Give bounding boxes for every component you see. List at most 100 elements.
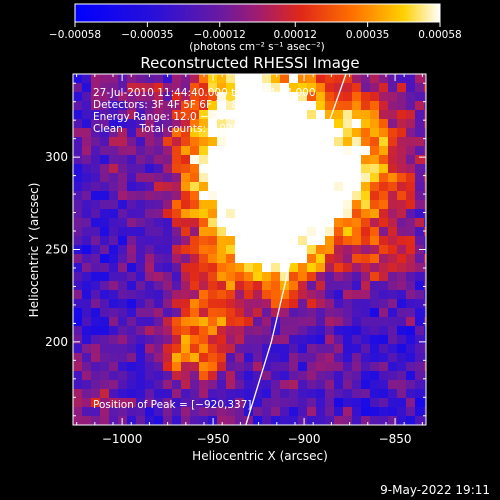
heatmap-cell: [334, 83, 343, 92]
heatmap-cell: [190, 209, 199, 218]
heatmap-cell: [118, 263, 127, 272]
heatmap-cell: [217, 74, 226, 83]
heatmap-cell: [370, 335, 379, 344]
heatmap-cell: [73, 254, 82, 263]
heatmap-cell: [91, 137, 100, 146]
heatmap-cell: [235, 155, 244, 164]
heatmap-cell: [325, 371, 334, 380]
heatmap-cell: [145, 317, 154, 326]
heatmap-cell: [235, 83, 244, 92]
heatmap-cell: [406, 227, 415, 236]
heatmap-cell: [190, 407, 199, 416]
heatmap-cell: [370, 164, 379, 173]
heatmap-cell: [334, 299, 343, 308]
heatmap-cell: [388, 173, 397, 182]
heatmap-cell: [316, 191, 325, 200]
heatmap-cell: [424, 308, 426, 317]
heatmap-cell: [199, 380, 208, 389]
heatmap-cell: [271, 101, 280, 110]
heatmap-cell: [352, 128, 361, 137]
heatmap-cell: [334, 272, 343, 281]
heatmap-cell: [226, 137, 235, 146]
heatmap-cell: [199, 137, 208, 146]
heatmap-cell: [181, 344, 190, 353]
heatmap-cell: [100, 137, 109, 146]
heatmap-cell: [361, 398, 370, 407]
heatmap-cell: [289, 380, 298, 389]
heatmap-cell: [388, 209, 397, 218]
heatmap-cell: [253, 344, 262, 353]
solar-limb-curve: [245, 74, 347, 425]
heatmap-cell: [370, 137, 379, 146]
heatmap-cell: [109, 173, 118, 182]
heatmap-cell: [100, 119, 109, 128]
heatmap-cell: [163, 317, 172, 326]
heatmap-cell: [91, 209, 100, 218]
heatmap-cell: [199, 416, 208, 425]
heatmap-cell: [244, 299, 253, 308]
heatmap-cell: [406, 182, 415, 191]
heatmap-cell: [343, 371, 352, 380]
heatmap-cell: [424, 398, 426, 407]
heatmap-cell: [118, 326, 127, 335]
heatmap-cell: [163, 227, 172, 236]
heatmap-cell: [217, 380, 226, 389]
heatmap-cell: [136, 317, 145, 326]
heatmap-cell: [118, 182, 127, 191]
heatmap-cell: [235, 164, 244, 173]
heatmap-cell: [235, 137, 244, 146]
heatmap-cell: [262, 380, 271, 389]
heatmap-cell: [118, 380, 127, 389]
heatmap-cell: [181, 173, 190, 182]
heatmap-cell: [136, 227, 145, 236]
heatmap-cell: [388, 191, 397, 200]
heatmap-cell: [388, 299, 397, 308]
heatmap-cell: [388, 200, 397, 209]
heatmap-cell: [316, 110, 325, 119]
heatmap-cell: [100, 416, 109, 425]
heatmap-cell: [172, 191, 181, 200]
heatmap-cell: [424, 299, 426, 308]
heatmap-cell: [388, 74, 397, 83]
heatmap-cell: [334, 182, 343, 191]
heatmap-cell: [82, 326, 91, 335]
heatmap-cell: [361, 245, 370, 254]
heatmap-cell: [397, 110, 406, 119]
heatmap-cell: [424, 74, 426, 83]
heatmap-cell: [154, 164, 163, 173]
heatmap-cell: [370, 173, 379, 182]
heatmap-cell: [172, 380, 181, 389]
heatmap-cell: [253, 128, 262, 137]
heatmap-cell: [109, 236, 118, 245]
heatmap-cell: [181, 209, 190, 218]
heatmap-cell: [262, 362, 271, 371]
heatmap-cell: [118, 101, 127, 110]
heatmap-cell: [379, 173, 388, 182]
heatmap-cell: [136, 236, 145, 245]
heatmap-cell: [172, 362, 181, 371]
heatmap-cell: [334, 227, 343, 236]
heatmap-cell: [226, 92, 235, 101]
heatmap-cell: [199, 326, 208, 335]
heatmap-cell: [298, 83, 307, 92]
heatmap-cell: [100, 83, 109, 92]
heatmap-cell: [298, 110, 307, 119]
heatmap-cell: [397, 83, 406, 92]
heatmap-cell: [145, 362, 154, 371]
heatmap-cell: [91, 101, 100, 110]
heatmap-cell: [307, 101, 316, 110]
heatmap-cell: [253, 245, 262, 254]
heatmap-cell: [190, 326, 199, 335]
heatmap-cell: [316, 308, 325, 317]
heatmap-cell: [271, 407, 280, 416]
heatmap-cell: [208, 299, 217, 308]
heatmap-cell: [271, 182, 280, 191]
heatmap-cell: [307, 146, 316, 155]
colorbar-tick-label: −0.00012: [194, 29, 246, 41]
heatmap-cell: [307, 128, 316, 137]
heatmap-cell: [379, 308, 388, 317]
heatmap-cell: [235, 263, 244, 272]
heatmap-cell: [379, 164, 388, 173]
heatmap-cell: [262, 173, 271, 182]
heatmap-cell: [226, 380, 235, 389]
